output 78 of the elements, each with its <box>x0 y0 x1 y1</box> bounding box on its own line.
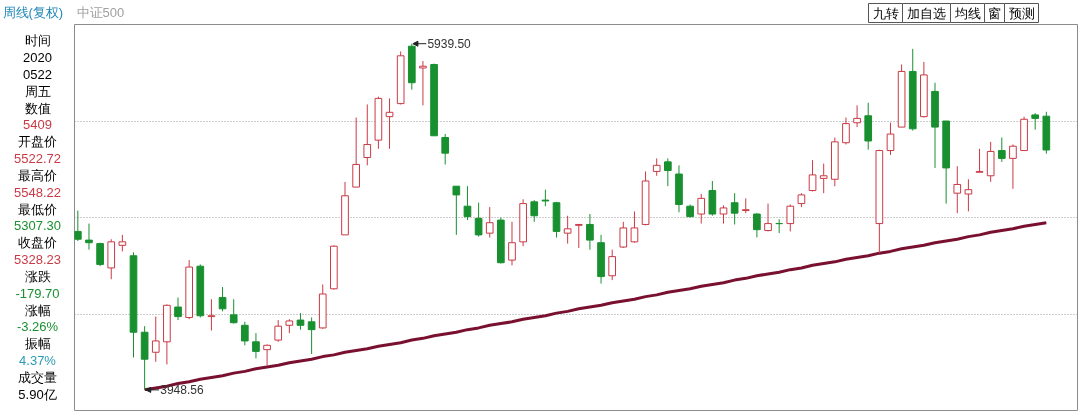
chart-subtitle: 中证500 <box>76 5 125 20</box>
text: 0522 <box>23 66 52 82</box>
text: 涨跌 <box>24 268 51 284</box>
candlestick <box>385 97 394 150</box>
annotation: 5939.50 <box>427 37 472 52</box>
candlestick <box>151 316 160 363</box>
candlestick <box>252 332 260 359</box>
candlestick <box>1009 143 1017 190</box>
candlestick <box>207 298 216 332</box>
candlestick <box>574 223 583 249</box>
text: 九转 <box>872 5 899 21</box>
candlestick <box>463 185 472 221</box>
candlestick <box>474 202 483 238</box>
text: 5328.23 <box>14 252 61 268</box>
candlestick <box>819 163 828 194</box>
text: -179.70 <box>15 285 60 301</box>
candlestick <box>886 122 895 156</box>
text: 窗 <box>988 5 1001 21</box>
candlestick <box>964 178 973 212</box>
candlestick <box>263 343 271 366</box>
candlestick <box>708 180 717 217</box>
candlestick <box>808 159 817 192</box>
candlestick <box>441 133 450 165</box>
candlestick <box>730 192 739 225</box>
text: 数值 <box>24 100 51 116</box>
candlestick <box>307 316 316 355</box>
candlestick <box>786 203 795 232</box>
candlestick <box>485 206 494 238</box>
text: 成交量 <box>18 369 57 385</box>
candlestick <box>274 319 283 343</box>
text: -3.26% <box>16 319 59 335</box>
annotation: 3948.56 <box>160 383 204 398</box>
candlestick <box>363 103 372 166</box>
text: 5548.22 <box>14 184 61 200</box>
candlestick <box>74 210 82 242</box>
candlestick <box>240 321 249 346</box>
candlestick <box>630 210 639 244</box>
text: 5522.72 <box>14 151 61 167</box>
candlestick <box>174 296 182 321</box>
candlestick <box>608 249 617 281</box>
candlestick <box>229 298 238 325</box>
text: 周五 <box>24 83 51 99</box>
candlestick <box>842 117 850 145</box>
candlestick <box>563 215 572 245</box>
candlestick <box>419 60 427 106</box>
text: 4.37% <box>19 353 57 369</box>
candlestick <box>619 221 628 249</box>
text: 振幅 <box>24 336 51 352</box>
candlestick <box>530 199 539 223</box>
candlestick <box>664 157 672 187</box>
text: 开盘价 <box>18 134 57 150</box>
candlestick <box>85 223 93 251</box>
candlestick <box>764 203 772 232</box>
text: 5409 <box>23 117 52 133</box>
candlestick <box>697 193 706 225</box>
text: 时间 <box>24 33 51 49</box>
text: 2020 <box>23 50 52 66</box>
candlestick <box>753 212 761 238</box>
candlestick <box>508 221 516 266</box>
candlestick <box>452 185 461 236</box>
text: 5.90亿 <box>18 386 57 402</box>
text: 涨幅 <box>24 302 51 318</box>
text: 5307.30 <box>14 218 61 234</box>
candlestick <box>853 104 861 128</box>
text: 加自选 <box>907 5 946 21</box>
text: 预测 <box>1008 5 1035 21</box>
candlestick <box>719 204 728 225</box>
candlestick <box>953 165 962 214</box>
candlestick <box>586 213 594 251</box>
candlestick <box>975 148 984 173</box>
text: 最低价 <box>18 201 57 217</box>
chart-title: 周线(复权) <box>2 5 64 20</box>
candlestick <box>218 286 227 312</box>
text: 收盘价 <box>18 235 57 251</box>
candlestick <box>352 117 360 188</box>
text: 均线 <box>953 5 981 21</box>
candlestick <box>997 137 1006 163</box>
text: 最高价 <box>18 167 57 183</box>
